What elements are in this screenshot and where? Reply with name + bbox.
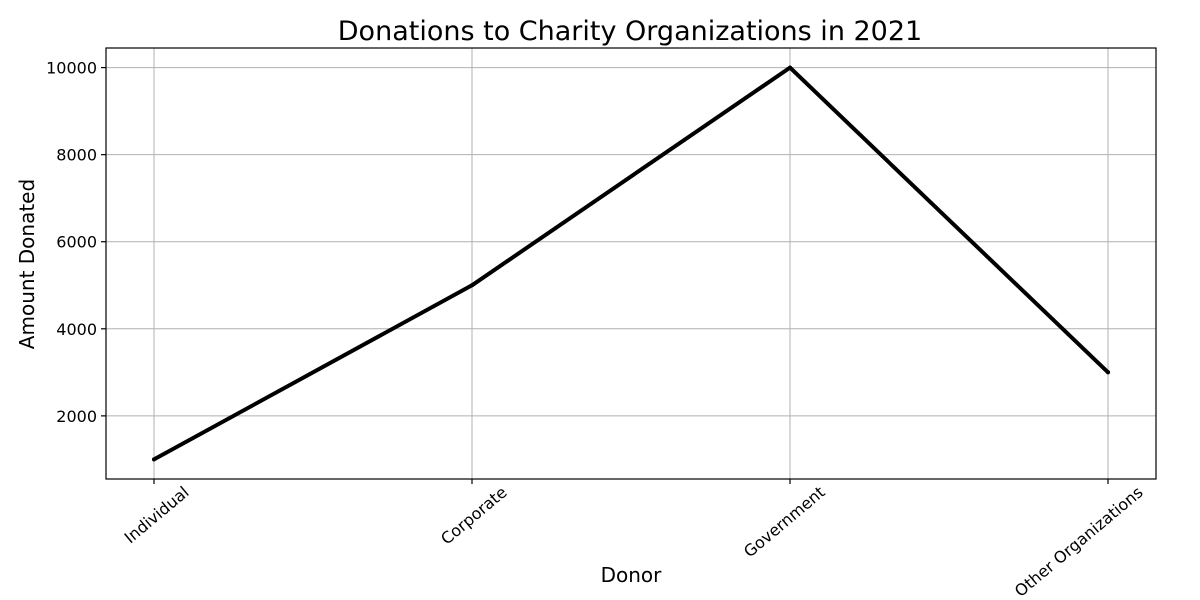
y-tick-label: 4000 (56, 320, 97, 339)
x-tick-label: Corporate (437, 483, 510, 549)
y-tick-label: 6000 (56, 233, 97, 252)
y-tick-label: 8000 (56, 146, 97, 165)
x-gridlines (153, 48, 1109, 479)
plot-frame (105, 47, 1157, 480)
y-tick-label: 10000 (46, 59, 97, 78)
y-gridlines (106, 67, 1156, 417)
data-point (152, 457, 156, 462)
series-line (152, 65, 1110, 462)
x-axis-label: Donor (601, 563, 663, 587)
axis-ticks (101, 66, 1109, 484)
y-tick-labels: 2000 4000 6000 8000 10000 (46, 59, 97, 426)
x-tick-label: Government (740, 483, 829, 562)
data-point (470, 283, 474, 288)
chart-title: Donations to Charity Organizations in 20… (338, 16, 922, 47)
data-point (788, 65, 792, 70)
y-tick-label: 2000 (56, 407, 97, 426)
data-point (1106, 370, 1110, 375)
series-group (152, 65, 1110, 462)
x-tick-label: Other Organizations (1011, 483, 1147, 600)
x-tick-label: Individual (121, 483, 193, 548)
y-axis-label: Amount Donated (15, 179, 39, 349)
